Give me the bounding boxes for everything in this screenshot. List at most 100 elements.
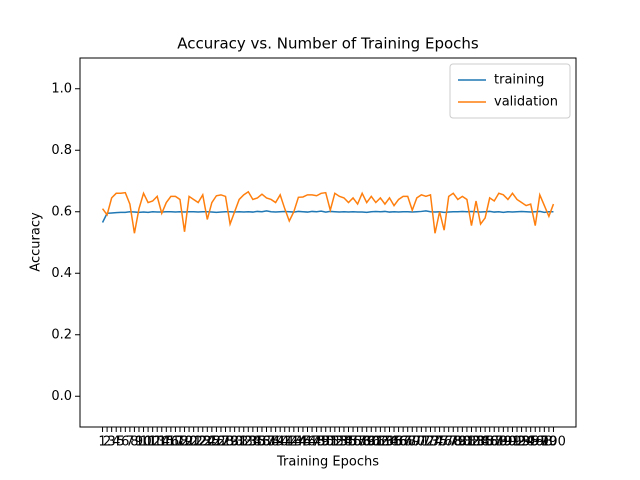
x-tick-label: 34	[245, 435, 262, 450]
x-tick-label: 6	[121, 435, 129, 450]
x-tick-label: 48	[308, 435, 325, 450]
x-tick-label: 96	[527, 435, 544, 450]
x-tick-label: 65	[386, 435, 403, 450]
x-tick-label: 86	[481, 435, 498, 450]
legend-label: training	[494, 73, 544, 88]
x-tick-label: 28	[217, 435, 234, 450]
x-tick-label: 2	[103, 435, 111, 450]
x-tick-label: 90	[500, 435, 517, 450]
x-tick-label: 51	[322, 435, 339, 450]
x-tick-label: 61	[368, 435, 385, 450]
x-tick-label: 38	[263, 435, 280, 450]
x-tick-label: 71	[413, 435, 430, 450]
x-tick-label: 58	[354, 435, 371, 450]
x-tick-label: 14	[153, 435, 170, 450]
x-tick-label: 42	[281, 435, 298, 450]
x-tick-label: 73	[422, 435, 439, 450]
x-tick-label: 52	[327, 435, 344, 450]
data-line	[101, 190, 555, 234]
x-tick-label: 87	[486, 435, 503, 450]
x-tick-label: 95	[522, 435, 539, 450]
y-tick-label: 1.0	[51, 81, 72, 96]
x-tick-label: 77	[440, 435, 457, 450]
x-tick-label: 12	[144, 435, 161, 450]
x-tick-label: 78	[445, 435, 462, 450]
x-tick-label: 69	[404, 435, 421, 450]
x-tick-label: 5	[117, 435, 125, 450]
x-tick-label: 37	[258, 435, 275, 450]
y-tick-label: 0.4	[51, 266, 72, 281]
x-tick-label: 84	[472, 435, 489, 450]
x-tick-label: 4	[112, 435, 120, 450]
x-tick-label: 57	[349, 435, 366, 450]
x-tick-label: 45	[295, 435, 312, 450]
x-tick-label: 81	[459, 435, 476, 450]
x-tick-label: 88	[491, 435, 508, 450]
x-tick-label: 64	[381, 435, 398, 450]
x-tick-label: 82	[463, 435, 480, 450]
x-tick-label: 93	[513, 435, 530, 450]
x-tick-label: 75	[431, 435, 448, 450]
x-tick-label: 99	[541, 435, 558, 450]
x-tick-label: 13	[149, 435, 166, 450]
x-tick-label: 39	[267, 435, 284, 450]
x-tick-label: 100	[541, 435, 566, 450]
x-tick-label: 1	[98, 435, 106, 450]
x-tick-label: 11	[140, 435, 157, 450]
x-tick-label: 24	[199, 435, 216, 450]
x-tick-label: 8	[130, 435, 138, 450]
x-tick-label: 30	[226, 435, 243, 450]
x-tick-label: 9	[135, 435, 143, 450]
x-tick-label: 18	[172, 435, 189, 450]
x-tick-label: 97	[532, 435, 549, 450]
x-tick-label: 46	[299, 435, 316, 450]
x-tick-label: 21	[185, 435, 202, 450]
x-tick-label: 7	[126, 435, 134, 450]
x-tick-label: 68	[399, 435, 416, 450]
x-tick-label: 15	[158, 435, 175, 450]
x-tick-label: 23	[194, 435, 211, 450]
x-tick-label: 44	[290, 435, 307, 450]
x-tick-label: 10	[135, 435, 152, 450]
y-tick-label: 0.6	[51, 204, 72, 219]
x-tick-label: 35	[249, 435, 266, 450]
x-tick-label: 91	[504, 435, 521, 450]
x-tick-label: 41	[276, 435, 293, 450]
x-tick-label: 36	[254, 435, 271, 450]
x-tick-label: 85	[477, 435, 494, 450]
x-tick-label: 17	[167, 435, 184, 450]
plot-frame	[79, 57, 577, 428]
chart-title: Accuracy vs. Number of Training Epochs	[177, 35, 479, 53]
x-tick-label: 3	[108, 435, 116, 450]
x-tick-label: 98	[536, 435, 553, 450]
x-tick-label: 47	[304, 435, 321, 450]
x-tick-label: 79	[450, 435, 467, 450]
x-tick-label: 27	[213, 435, 230, 450]
y-axis-label: Accuracy	[29, 212, 44, 272]
legend-box	[449, 63, 571, 119]
y-tick-label: 0.8	[51, 143, 72, 158]
x-tick-label: 19	[176, 435, 193, 450]
x-tick-label: 55	[340, 435, 357, 450]
x-tick-label: 49	[313, 435, 330, 450]
x-tick-label: 50	[317, 435, 334, 450]
y-tick-label: 0.2	[51, 327, 72, 342]
x-tick-label: 72	[418, 435, 435, 450]
x-tick-label: 20	[181, 435, 198, 450]
x-tick-label: 40	[272, 435, 289, 450]
y-tick-label: 0.0	[51, 389, 72, 404]
x-tick-label: 83	[468, 435, 485, 450]
x-tick-label: 67	[395, 435, 412, 450]
x-tick-label: 26	[208, 435, 225, 450]
x-tick-label: 16	[163, 435, 180, 450]
x-tick-label: 54	[336, 435, 353, 450]
x-tick-label: 43	[286, 435, 303, 450]
x-tick-label: 33	[240, 435, 257, 450]
x-tick-label: 56	[345, 435, 362, 450]
x-tick-label: 70	[409, 435, 426, 450]
x-tick-label: 59	[358, 435, 375, 450]
legend-label: validation	[494, 95, 558, 110]
x-tick-label: 31	[231, 435, 248, 450]
x-tick-label: 92	[509, 435, 526, 450]
